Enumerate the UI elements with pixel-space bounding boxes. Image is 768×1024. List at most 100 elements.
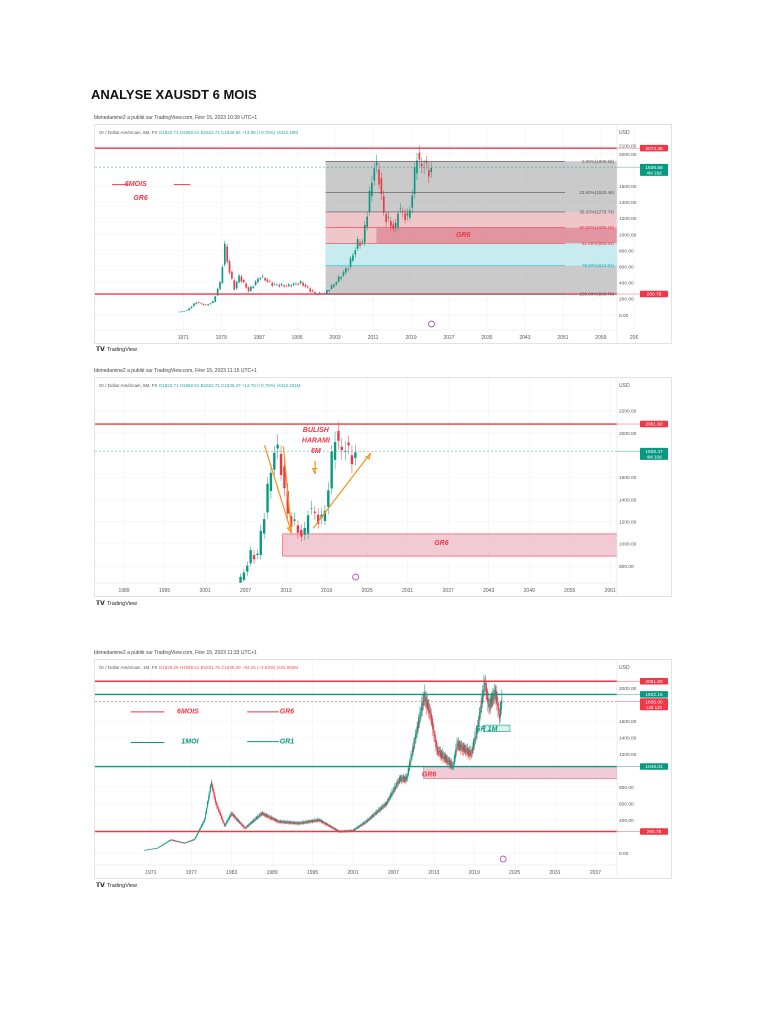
candle-body <box>430 715 432 723</box>
chart-1-caption: bbmedamine2 a publié sur TradingView.com… <box>94 115 258 121</box>
candle-body <box>463 748 465 750</box>
candle-body <box>227 821 228 823</box>
candle-body <box>273 283 276 285</box>
candle-body <box>333 442 337 460</box>
candle-body <box>249 824 251 825</box>
ohlc-value: O1822.71 <box>158 383 180 388</box>
candle-body <box>390 221 392 227</box>
candle-body <box>334 828 336 830</box>
candle-body <box>490 703 491 707</box>
price-axis-tick: 800.00 <box>619 785 634 791</box>
candle-body <box>318 820 319 821</box>
candle-body <box>372 815 374 817</box>
candle-body <box>252 821 254 823</box>
candle-body <box>296 525 300 533</box>
candle-body <box>480 701 482 709</box>
candle-body <box>279 821 281 823</box>
candle-body <box>204 304 207 306</box>
time-axis-tick: 1979 <box>216 335 227 341</box>
time-axis-tick: 2025 <box>362 588 373 594</box>
price-tag <box>640 420 668 428</box>
candle-body <box>395 786 397 788</box>
candle-body <box>327 824 328 826</box>
zone-rect <box>282 533 617 557</box>
candle-body <box>397 781 398 785</box>
candle-body <box>407 775 408 777</box>
price-axis-tick: 600.00 <box>619 265 634 271</box>
tradingview-label: TradingView <box>106 600 138 607</box>
time-axis-tick: 2035 <box>481 335 492 341</box>
candle-body <box>288 821 290 823</box>
annotation-label: 6MOIS <box>125 181 147 188</box>
candle-body <box>227 818 229 821</box>
event-marker-icon <box>499 855 507 863</box>
candle-body <box>145 849 147 851</box>
candle-body <box>325 823 327 825</box>
candle-body <box>280 284 283 286</box>
candle-body <box>243 826 245 828</box>
candle-body <box>242 572 246 580</box>
candle-body <box>324 822 325 824</box>
candle-body <box>313 820 315 822</box>
candle-body <box>304 822 306 824</box>
price-axis-tick: 2200.00 <box>619 409 637 415</box>
candle-body <box>266 814 268 816</box>
candle-body <box>332 827 334 829</box>
candle-body <box>295 823 297 824</box>
candle-body <box>303 527 306 535</box>
candle-body <box>163 844 164 846</box>
time-axis-tick: 2055 <box>564 588 575 594</box>
candle-body <box>459 745 461 747</box>
candle-body <box>384 805 386 806</box>
candle-body <box>293 519 296 521</box>
candle-body <box>222 820 224 823</box>
candle-body <box>360 824 361 826</box>
candle-body <box>157 847 159 849</box>
plot-area <box>95 674 617 851</box>
candle-body <box>409 762 411 767</box>
candle-body <box>261 812 263 814</box>
candle-body <box>270 817 272 819</box>
time-axis-tick: 1995 <box>292 335 303 341</box>
candle-body <box>277 821 279 823</box>
time-axis-tick: 1977 <box>186 870 197 876</box>
candle-body <box>254 820 255 821</box>
time-axis-tick: 2001 <box>347 870 358 876</box>
candle-body <box>406 776 407 779</box>
annotation-label: GR6 <box>434 540 449 547</box>
chart-3-gold-1m[interactable]: 6MOIS GR6 1MOI GR1 GR 1M GR6 USD 2000.00 1600.00… <box>94 659 672 879</box>
chart-2-gold-6m-harami[interactable]: BULISH HARAMI 6M GR6 USD 2200.00 2000.00 1600.0… <box>94 377 672 597</box>
candle-body <box>381 808 383 809</box>
candle-body <box>421 707 423 710</box>
candle-body <box>232 813 233 815</box>
candle-body <box>247 287 250 292</box>
candle-body <box>280 821 282 823</box>
candle-body <box>369 818 371 820</box>
candle-body <box>228 819 229 820</box>
candle-body <box>365 822 366 824</box>
candle-body <box>186 841 187 843</box>
candle-body <box>347 442 350 446</box>
chart-1-gold-6m-fibonacci[interactable]: 0.00%(1909.58) 23.60%(1520.46) 38.20%(1279… <box>94 124 672 344</box>
candle-body <box>259 814 260 816</box>
candle-body <box>323 822 325 824</box>
candle-body <box>461 747 463 748</box>
candle-body <box>378 809 379 812</box>
candle-body <box>309 820 311 822</box>
candle-body <box>361 824 362 826</box>
candle-body <box>255 818 257 819</box>
candle-body <box>233 815 235 817</box>
candle-body <box>181 842 183 843</box>
candle-body <box>413 740 415 745</box>
currency-label: USD <box>619 130 630 136</box>
candle-body <box>394 788 396 789</box>
candle-body <box>325 823 327 824</box>
candle-body <box>269 472 273 492</box>
candle-body <box>380 809 382 810</box>
candle-body <box>242 279 245 283</box>
candle-body <box>222 818 223 820</box>
candle-body <box>320 820 322 823</box>
price-axis-tick: 2000.00 <box>619 686 637 692</box>
chart-canvas: 6MOIS GR6 1MOI GR1 GR 1M GR6 USD 2000.00 1600.00… <box>95 660 668 878</box>
candle-body <box>415 733 416 740</box>
